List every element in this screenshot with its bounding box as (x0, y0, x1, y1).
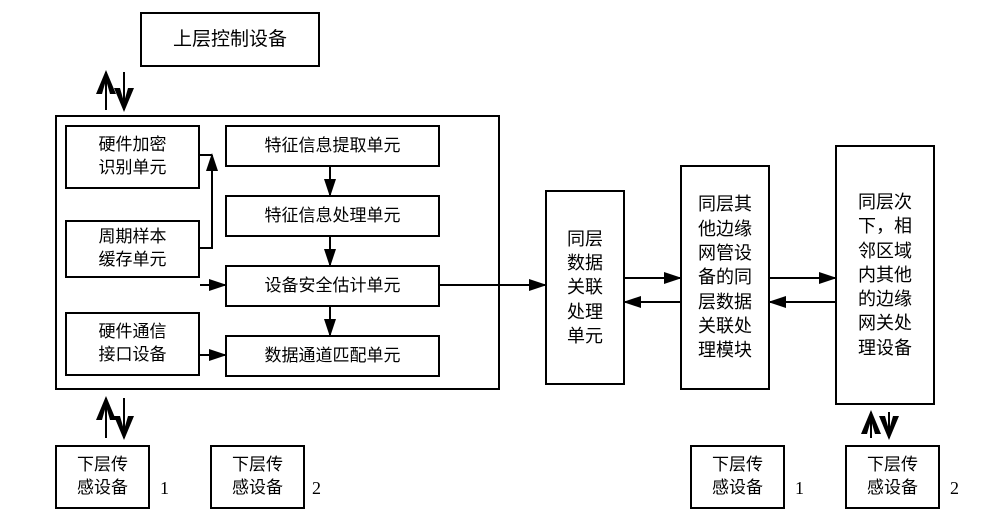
data-channel-match-unit: 数据通道匹配单元 (225, 335, 440, 377)
label: 特征信息处理单元 (265, 205, 401, 228)
label: 同层 数据 关联 处理 单元 (567, 227, 603, 348)
label: 上层控制设备 (173, 27, 287, 53)
sensor-number: 1 (160, 478, 169, 499)
hw-comm-interface: 硬件通信 接口设备 (65, 312, 200, 376)
label: 同层其 他边缘 网管设 备的同 层数据 关联处 理模块 (698, 192, 752, 362)
label: 下层传 感设备 (232, 454, 283, 500)
label: 特征信息提取单元 (265, 135, 401, 158)
other-edge-gateway-device: 同层次 下，相 邻区域 内其他 的边缘 网关处 理设备 (835, 145, 935, 405)
label: 硬件加密 识别单元 (99, 134, 167, 180)
label: 数据通道匹配单元 (265, 345, 401, 368)
label: 设备安全估计单元 (265, 275, 401, 298)
lower-sensor-a2: 下层传 感设备 (210, 445, 305, 509)
feature-process-unit: 特征信息处理单元 (225, 195, 440, 237)
same-layer-data-proc-unit: 同层 数据 关联 处理 单元 (545, 190, 625, 385)
sensor-number: 2 (950, 478, 959, 499)
sensor-number: 2 (312, 478, 321, 499)
feature-extract-unit: 特征信息提取单元 (225, 125, 440, 167)
label: 硬件通信 接口设备 (99, 321, 167, 367)
label: 周期样本 缓存单元 (99, 226, 167, 272)
lower-sensor-a1: 下层传 感设备 (55, 445, 150, 509)
period-cache-unit: 周期样本 缓存单元 (65, 220, 200, 278)
label: 下层传 感设备 (867, 454, 918, 500)
label: 同层次 下，相 邻区域 内其他 的边缘 网关处 理设备 (858, 190, 912, 360)
top-control-device: 上层控制设备 (140, 12, 320, 67)
hw-encrypt-unit: 硬件加密 识别单元 (65, 125, 200, 189)
safety-estimate-unit: 设备安全估计单元 (225, 265, 440, 307)
sensor-number: 1 (795, 478, 804, 499)
other-edge-mgmt-module: 同层其 他边缘 网管设 备的同 层数据 关联处 理模块 (680, 165, 770, 390)
lower-sensor-b2: 下层传 感设备 (845, 445, 940, 509)
lower-sensor-b1: 下层传 感设备 (690, 445, 785, 509)
label: 下层传 感设备 (77, 454, 128, 500)
label: 下层传 感设备 (712, 454, 763, 500)
